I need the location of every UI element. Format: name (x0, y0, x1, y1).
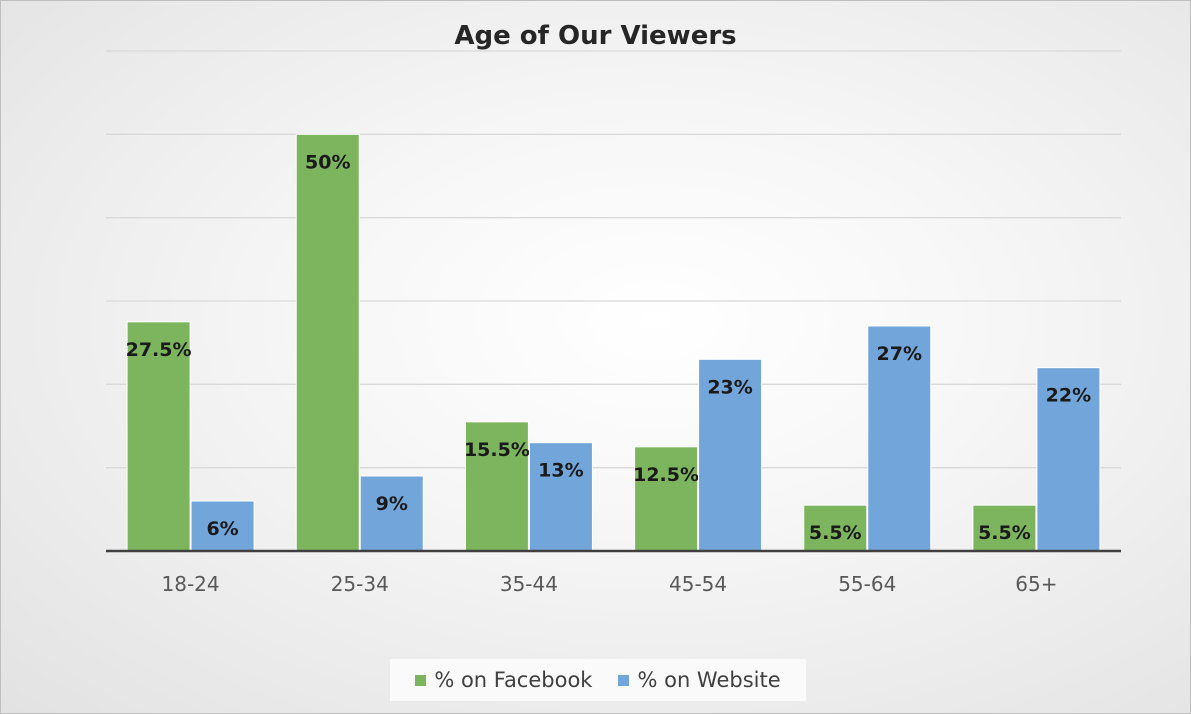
data-label-website-65+: 22% (1046, 385, 1091, 407)
bar-facebook-55-64 (803, 504, 868, 552)
legend-item-facebook: % on Facebook (415, 668, 592, 692)
data-label-website-18-24: 6% (206, 518, 238, 540)
data-label-website-35-44: 13% (538, 460, 583, 482)
data-label-facebook-25-34: 50% (305, 151, 350, 173)
data-label-facebook-18-24: 27.5% (126, 339, 192, 361)
bar-facebook-45-54 (634, 446, 699, 552)
x-tick-label-25-34: 25-34 (331, 572, 389, 596)
x-tick-label-45-54: 45-54 (669, 572, 727, 596)
data-label-facebook-65+: 5.5% (978, 522, 1031, 544)
chart-legend: % on Facebook % on Website (390, 659, 806, 701)
data-label-website-25-34: 9% (376, 493, 408, 515)
legend-label-website: % on Website (637, 668, 781, 692)
bar-facebook-25-34 (295, 133, 360, 552)
bar-website-55-64 (867, 325, 932, 552)
bar-facebook-65+ (972, 504, 1037, 552)
bar-website-65+ (1036, 367, 1101, 552)
legend-swatch-website (618, 674, 630, 686)
chart-title: Age of Our Viewers (454, 21, 737, 51)
x-tick-label-18-24: 18-24 (162, 572, 220, 596)
x-tick-label-35-44: 35-44 (500, 572, 558, 596)
data-label-website-45-54: 23% (707, 376, 752, 398)
x-tick-label-65+: 65+ (1015, 572, 1057, 596)
data-label-facebook-45-54: 12.5% (633, 464, 699, 486)
data-label-website-55-64: 27% (877, 343, 922, 365)
legend-swatch-facebook (415, 674, 427, 686)
x-tick-label-55-64: 55-64 (838, 572, 896, 596)
bar-facebook-18-24 (126, 321, 191, 552)
legend-label-facebook: % on Facebook (434, 668, 593, 692)
data-label-facebook-55-64: 5.5% (809, 522, 862, 544)
data-label-facebook-35-44: 15.5% (464, 439, 530, 461)
bar-website-45-54 (698, 358, 763, 552)
legend-item-website: % on Website (618, 668, 781, 692)
